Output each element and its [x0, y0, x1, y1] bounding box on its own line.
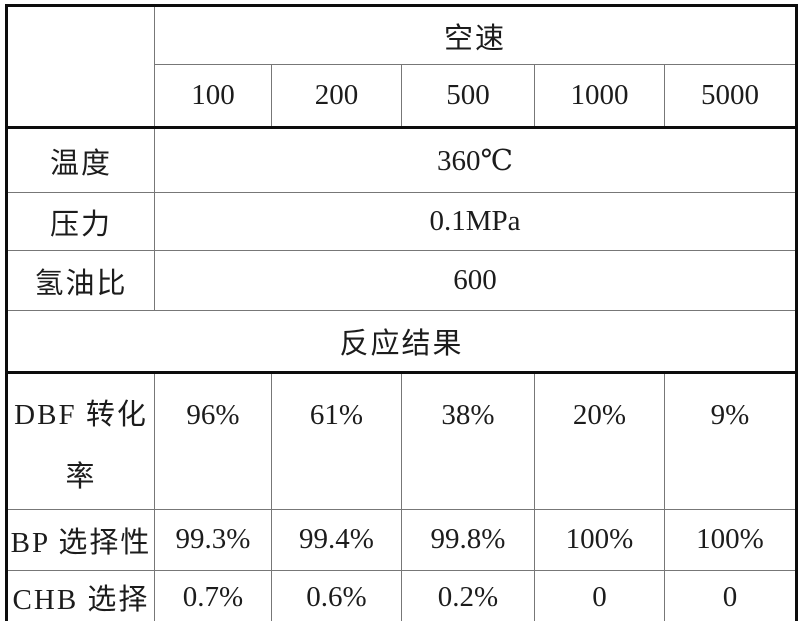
- chb-selectivity-value: 0.7%: [154, 569, 272, 621]
- chb-selectivity-value: 0.6%: [271, 569, 402, 621]
- document-sheet: 空速 100 200 500 1000 5000 温度 360℃ 压力 0.1M…: [5, 4, 799, 621]
- bp-selectivity-value: 100%: [663, 508, 798, 571]
- space-velocity-value: 5000: [663, 64, 798, 129]
- dbf-conversion-value: 20%: [534, 372, 665, 510]
- reaction-results-header: 反应结果: [5, 310, 798, 374]
- table-row-reaction-results-header: 反应结果: [5, 310, 798, 374]
- chb-selectivity-value: 0: [663, 569, 798, 621]
- dbf-conversion-value: 96%: [154, 372, 272, 510]
- experiment-conditions-results-table: 空速 100 200 500 1000 5000 温度 360℃ 压力 0.1M…: [5, 4, 799, 621]
- chb-selectivity-value: 0.2%: [401, 569, 535, 621]
- dbf-conversion-value: 9%: [663, 372, 798, 510]
- bp-selectivity-label: BP 选择性: [6, 508, 155, 571]
- table-row-dbf-conversion: DBF 转化率 96% 61% 38% 20% 9%: [6, 372, 798, 510]
- dbf-conversion-label-text: DBF 转化率: [14, 399, 148, 494]
- space-velocity-value: 200: [271, 64, 402, 129]
- table-row-space-velocity-header: 空速: [6, 5, 798, 129]
- table-row-pressure: 压力 0.1MPa: [6, 192, 798, 251]
- table-row-space-velocity-values: 100 200 500 1000 5000: [7, 64, 798, 129]
- pressure-value: 0.1MPa: [153, 192, 798, 251]
- table-row-temperature: 温度 360℃: [6, 127, 798, 193]
- chb-selectivity-value: 0: [534, 569, 665, 621]
- table-row-hydrogen-oil-ratio: 氢油比 600: [6, 250, 798, 311]
- bp-selectivity-value: 99.8%: [401, 508, 535, 571]
- space-velocity-value: 100: [154, 64, 272, 129]
- temperature-label: 温度: [6, 127, 155, 193]
- space-velocity-header: 空速: [153, 5, 798, 65]
- space-velocity-value: 500: [401, 64, 535, 129]
- space-velocity-value: 1000: [534, 64, 665, 129]
- temperature-value: 360℃: [153, 127, 798, 193]
- dbf-conversion-value: 38%: [401, 372, 535, 510]
- bp-selectivity-value: 99.4%: [271, 508, 402, 571]
- bp-selectivity-value: 100%: [534, 508, 665, 571]
- bp-selectivity-value: 99.3%: [154, 508, 272, 571]
- dbf-conversion-value: 61%: [271, 372, 402, 510]
- chb-selectivity-label: CHB 选择: [6, 569, 155, 621]
- pressure-label: 压力: [6, 192, 155, 251]
- dbf-conversion-label: DBF 转化率: [6, 372, 155, 510]
- table-row-bp-selectivity: BP 选择性 99.3% 99.4% 99.8% 100% 100%: [6, 508, 798, 571]
- corner-cell: [6, 5, 155, 129]
- hydrogen-oil-ratio-label: 氢油比: [6, 250, 155, 311]
- hydrogen-oil-ratio-value: 600: [153, 250, 798, 311]
- table-row-chb-selectivity: CHB 选择 0.7% 0.6% 0.2% 0 0: [6, 569, 798, 621]
